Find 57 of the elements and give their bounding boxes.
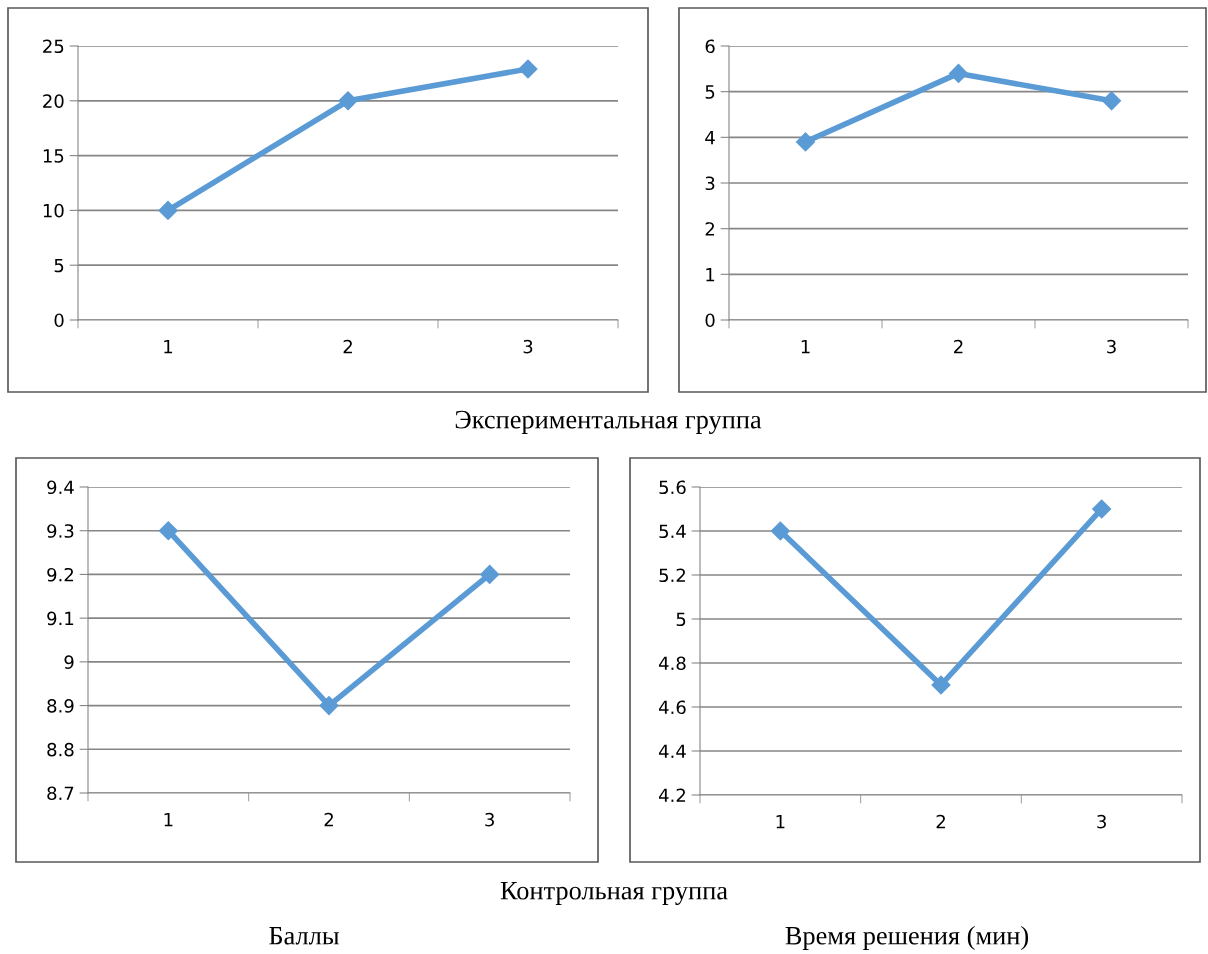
y-tick-label: 15 <box>43 149 64 163</box>
y-tick-label: 9.2 <box>47 567 73 582</box>
y-tick-label: 8.9 <box>47 699 74 713</box>
point <box>480 564 500 584</box>
y-tick-label: 5.4 <box>659 524 686 539</box>
y-tick-label: 25 <box>43 39 64 54</box>
y-tick-label: 0 <box>705 313 715 328</box>
y-tick-label: 9.1 <box>47 611 74 626</box>
point <box>1092 499 1112 519</box>
x-tick-label: 3 <box>523 339 533 354</box>
y-tick-label: 5.2 <box>659 568 685 583</box>
y-tick-label: 5 <box>676 612 686 627</box>
x-tick-label: 2 <box>343 339 352 354</box>
y-tick-label: 6 <box>705 39 715 54</box>
point <box>158 521 178 541</box>
x-tick-label: 2 <box>936 814 945 829</box>
y-tick-label: 4.2 <box>658 788 685 802</box>
y-tick-label: 4.8 <box>658 656 686 671</box>
text: Экспериментальная группа <box>455 410 762 434</box>
y-tick-label: 4.4 <box>658 744 686 758</box>
point <box>158 200 178 220</box>
x-tick-label: 1 <box>164 340 173 354</box>
x-tick-label: 1 <box>776 815 785 829</box>
x-tick-label: 2 <box>324 812 333 827</box>
y-tick-label: 3 <box>705 176 715 191</box>
text: Баллы <box>269 927 339 945</box>
y-tick-label: 9 <box>64 655 74 669</box>
y-tick-label: 10 <box>43 203 64 218</box>
x-tick-label: 1 <box>164 813 173 827</box>
y-tick-label: 4 <box>705 131 715 145</box>
x-tick-label: 3 <box>1107 339 1116 354</box>
point <box>948 63 969 83</box>
x-tick-label: 3 <box>1097 814 1106 829</box>
point <box>795 132 816 152</box>
y-tick-label: 9.4 <box>47 480 74 495</box>
y-tick-label: 5 <box>705 85 715 99</box>
x-tick-label: 3 <box>485 812 494 827</box>
y-tick-label: 5.6 <box>659 480 686 495</box>
point <box>770 521 790 541</box>
y-tick-label: 2 <box>705 222 714 236</box>
text: Время решения (мин) <box>785 926 1029 950</box>
point <box>319 696 339 716</box>
x-tick-label: 2 <box>954 339 963 354</box>
y-tick-label: 0 <box>54 313 64 328</box>
point <box>1101 91 1122 111</box>
y-tick-label: 4.6 <box>658 700 686 715</box>
y-tick-label: 1 <box>706 268 715 282</box>
text: Контрольная группа <box>500 881 728 905</box>
y-tick-label: 8.7 <box>47 786 74 801</box>
point <box>518 59 538 79</box>
point <box>931 675 951 695</box>
y-tick-label: 5 <box>54 258 64 273</box>
point <box>338 91 358 111</box>
x-tick-label: 1 <box>801 340 810 354</box>
y-tick-label: 8.8 <box>47 742 74 757</box>
y-tick-label: 9.3 <box>47 524 74 538</box>
y-tick-label: 20 <box>43 94 64 108</box>
